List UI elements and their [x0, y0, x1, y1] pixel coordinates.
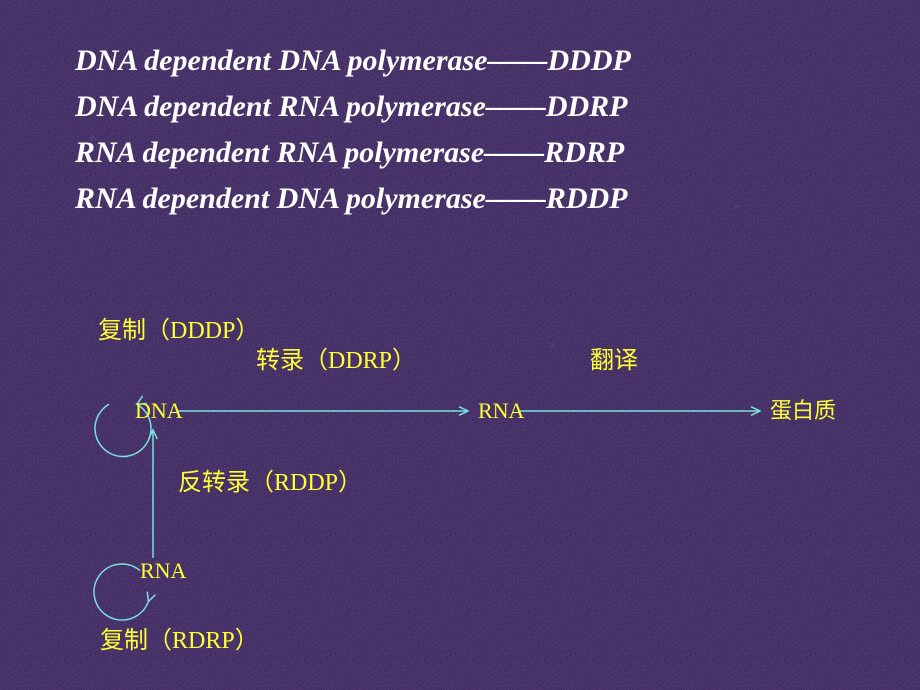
edge-label: 反转录（RDDP）: [178, 469, 362, 496]
edge-label: 翻译: [590, 347, 638, 374]
diagram-node: RNA: [140, 558, 187, 583]
edge-label: 复制（DDDP）: [98, 317, 259, 344]
diagram-node: RNA: [478, 398, 525, 423]
edge-label: 复制（RDRP）: [100, 627, 259, 654]
central-dogma-diagram: DNA RNA 蛋白质 RNA 复制（DDDP） 转录（DDRP） 翻译反转录（RDDP）…: [0, 0, 920, 690]
diagram-node: DNA: [135, 398, 183, 423]
diagram-node: 蛋白质: [770, 398, 836, 423]
arrowhead-icon: [147, 592, 155, 602]
edge-label: 转录（DDRP）: [256, 347, 416, 374]
